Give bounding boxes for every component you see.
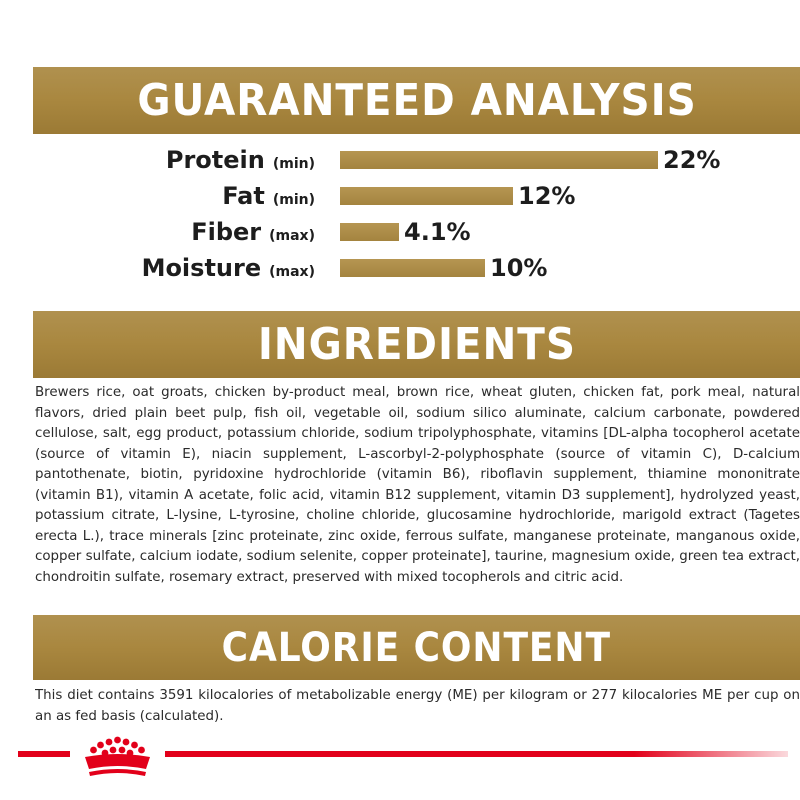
footer-red-line xyxy=(18,751,788,757)
ingredients-text: Brewers rice, oat groats, chicken by-pro… xyxy=(35,385,800,585)
calorie-content-title: CALORIE CONTENT xyxy=(221,624,612,671)
analysis-label: Protein (min) xyxy=(165,146,315,174)
ingredients-title: INGREDIENTS xyxy=(257,319,576,370)
analysis-row-fiber: Fiber (max) 4.1% xyxy=(0,218,800,246)
guaranteed-analysis-banner: GUARANTEED ANALYSIS xyxy=(33,67,800,134)
analysis-bar xyxy=(340,187,513,205)
analysis-row-moisture: Moisture (max) 10% xyxy=(0,254,800,282)
royal-crown-logo xyxy=(70,733,165,781)
analysis-bar xyxy=(340,151,658,169)
crown-icon xyxy=(85,736,150,776)
analysis-value: 12% xyxy=(518,182,576,210)
analysis-bar xyxy=(340,259,485,277)
calorie-content-text: This diet contains 3591 kilocalories of … xyxy=(35,688,800,724)
guaranteed-analysis-title: GUARANTEED ANALYSIS xyxy=(136,75,697,126)
ingredients-banner: INGREDIENTS xyxy=(33,311,800,378)
analysis-value: 4.1% xyxy=(404,218,471,246)
analysis-value: 22% xyxy=(663,146,721,174)
analysis-label: Fiber (max) xyxy=(191,218,315,246)
analysis-row-fat: Fat (min) 12% xyxy=(0,182,800,210)
analysis-bar xyxy=(340,223,399,241)
analysis-row-protein: Protein (min) 22% xyxy=(0,146,800,174)
calorie-content-banner: CALORIE CONTENT xyxy=(33,615,800,680)
analysis-value: 10% xyxy=(490,254,548,282)
analysis-label: Moisture (max) xyxy=(141,254,315,282)
analysis-label: Fat (min) xyxy=(222,182,315,210)
